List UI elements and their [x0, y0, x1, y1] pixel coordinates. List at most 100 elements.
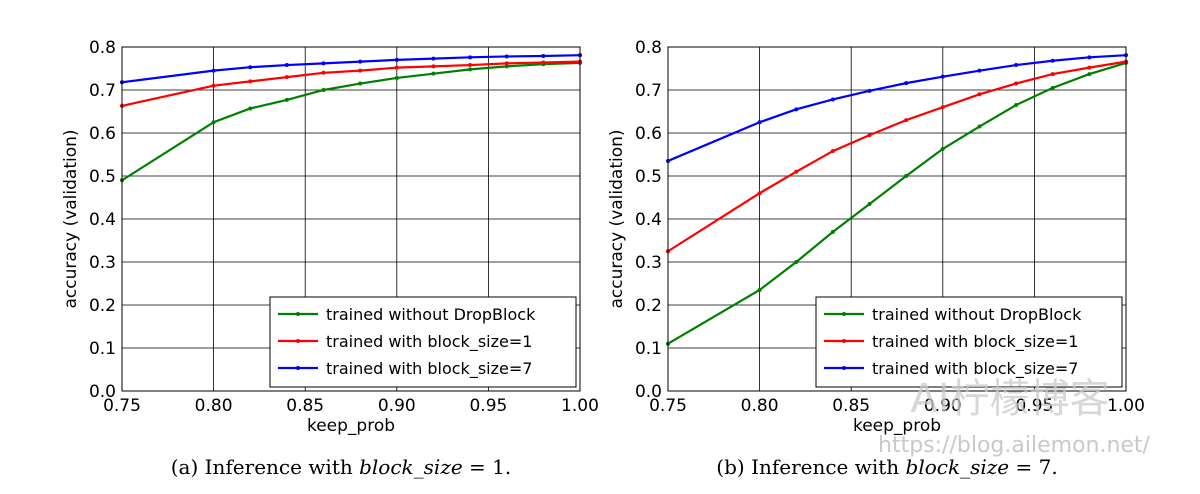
data-point	[541, 54, 546, 59]
x-tick-label: 0.90	[378, 396, 416, 416]
x-tick-label: 0.95	[1015, 396, 1053, 416]
data-point	[940, 74, 945, 79]
data-point	[211, 83, 216, 88]
caption-b-math: block_size	[906, 455, 1010, 479]
x-tick-label: 0.90	[924, 396, 962, 416]
data-point	[504, 61, 509, 66]
series-line-2	[667, 60, 1127, 253]
data-point	[321, 88, 326, 92]
caption-b: (b) Inference with block_size = 7.	[716, 455, 1057, 479]
x-tick-label: 0.75	[103, 396, 141, 416]
y-tick-label: 0.2	[635, 296, 662, 316]
legend-entry: trained without DropBlock	[326, 305, 536, 324]
data-point	[757, 120, 762, 125]
data-point	[757, 287, 762, 292]
legend-marker	[296, 339, 300, 343]
data-point	[358, 59, 363, 64]
series-line-1	[667, 61, 1127, 345]
data-point	[904, 81, 909, 86]
data-point	[358, 68, 363, 73]
data-point	[248, 65, 253, 70]
legend-marker	[842, 366, 846, 370]
data-point	[794, 260, 799, 264]
y-tick-label: 0.6	[89, 124, 116, 144]
legend-entry: trained with block_size=7	[872, 359, 1078, 379]
x-tick-label: 0.95	[469, 396, 507, 416]
legend-marker	[842, 312, 846, 316]
data-point	[794, 169, 799, 174]
data-point	[468, 55, 473, 60]
y-tick-label: 0.4	[635, 210, 662, 230]
legend-b: trained without DropBlock trained with bl…	[815, 296, 1123, 388]
caption-b-prefix: (b) Inference with	[716, 455, 905, 479]
legend-entry: trained without DropBlock	[872, 305, 1082, 324]
data-point	[794, 107, 799, 112]
data-point	[284, 63, 289, 68]
data-point	[1087, 65, 1092, 70]
data-point	[830, 149, 835, 154]
y-tick-label: 0.5	[89, 167, 116, 187]
data-point	[867, 88, 872, 93]
series-line-3	[121, 54, 581, 84]
caption-a: (a) Inference with block_size = 1.	[171, 455, 512, 479]
data-point	[431, 64, 436, 69]
caption-a-math: block_size	[359, 455, 463, 479]
data-point	[977, 124, 982, 129]
data-point	[757, 191, 762, 196]
data-point	[1014, 103, 1019, 108]
y-tick-label: 0.3	[89, 253, 116, 273]
data-point	[940, 146, 945, 151]
x-tick-label: 0.85	[286, 396, 324, 416]
data-point	[1050, 58, 1055, 63]
x-axis-label-a: keep_prob	[307, 416, 395, 436]
data-point	[504, 64, 509, 69]
data-point	[211, 68, 216, 73]
chart-panel-b: 0.75 0.80 0.85 0.90 0.95 1.00 0.0 0.1 0.2 0.3 0.4 0…	[607, 38, 1145, 479]
data-point	[394, 65, 399, 70]
data-point	[284, 97, 289, 102]
data-point	[1050, 72, 1055, 77]
y-tick-label: 0.7	[635, 81, 662, 101]
data-point	[830, 97, 835, 102]
series-layer-b	[666, 53, 1128, 346]
x-axis-label-b: keep_prob	[853, 416, 941, 436]
caption-b-suffix: = 7.	[1009, 455, 1058, 479]
series-line-1	[121, 61, 581, 182]
tick-labels-a: 0.75 0.80 0.85 0.90 0.95 1.00 0.0 0.1 0.2 0.3 0.4 0…	[89, 38, 599, 416]
legend-a: trained without DropBlock trained with bl…	[269, 296, 577, 388]
data-point	[867, 201, 872, 206]
y-tick-label: 0.3	[635, 253, 662, 273]
data-point	[1050, 85, 1055, 90]
y-tick-label: 0.0	[635, 382, 662, 402]
x-tick-label: 1.00	[561, 396, 599, 416]
legend-entry: trained with block_size=1	[872, 332, 1078, 352]
series-layer-a	[120, 53, 582, 183]
y-tick-label: 0.1	[635, 339, 662, 359]
legend-entry: trained with block_size=1	[326, 332, 532, 352]
caption-a-prefix: (a) Inference with	[171, 455, 359, 479]
data-point	[321, 61, 326, 66]
data-point	[1087, 72, 1092, 77]
y-tick-label: 0.4	[89, 210, 116, 230]
legend-marker	[296, 366, 300, 370]
caption-a-suffix: = 1.	[463, 455, 512, 479]
data-point	[867, 133, 872, 138]
data-point	[904, 174, 909, 178]
data-point	[1087, 55, 1092, 60]
data-point	[1014, 81, 1019, 86]
plot-frame-a	[121, 46, 581, 392]
data-point	[468, 67, 473, 72]
x-tick-label: 1.00	[1107, 396, 1145, 416]
y-tick-label: 0.8	[635, 38, 662, 58]
data-point	[1014, 63, 1019, 68]
data-point	[321, 70, 326, 75]
y-tick-label: 0.7	[89, 81, 116, 101]
data-point	[977, 92, 982, 97]
y-tick-label: 0.8	[89, 38, 116, 58]
x-tick-label: 0.80	[741, 396, 779, 416]
data-point	[358, 81, 363, 86]
legend-marker	[842, 339, 846, 343]
data-point	[468, 63, 473, 68]
data-point	[284, 75, 289, 80]
